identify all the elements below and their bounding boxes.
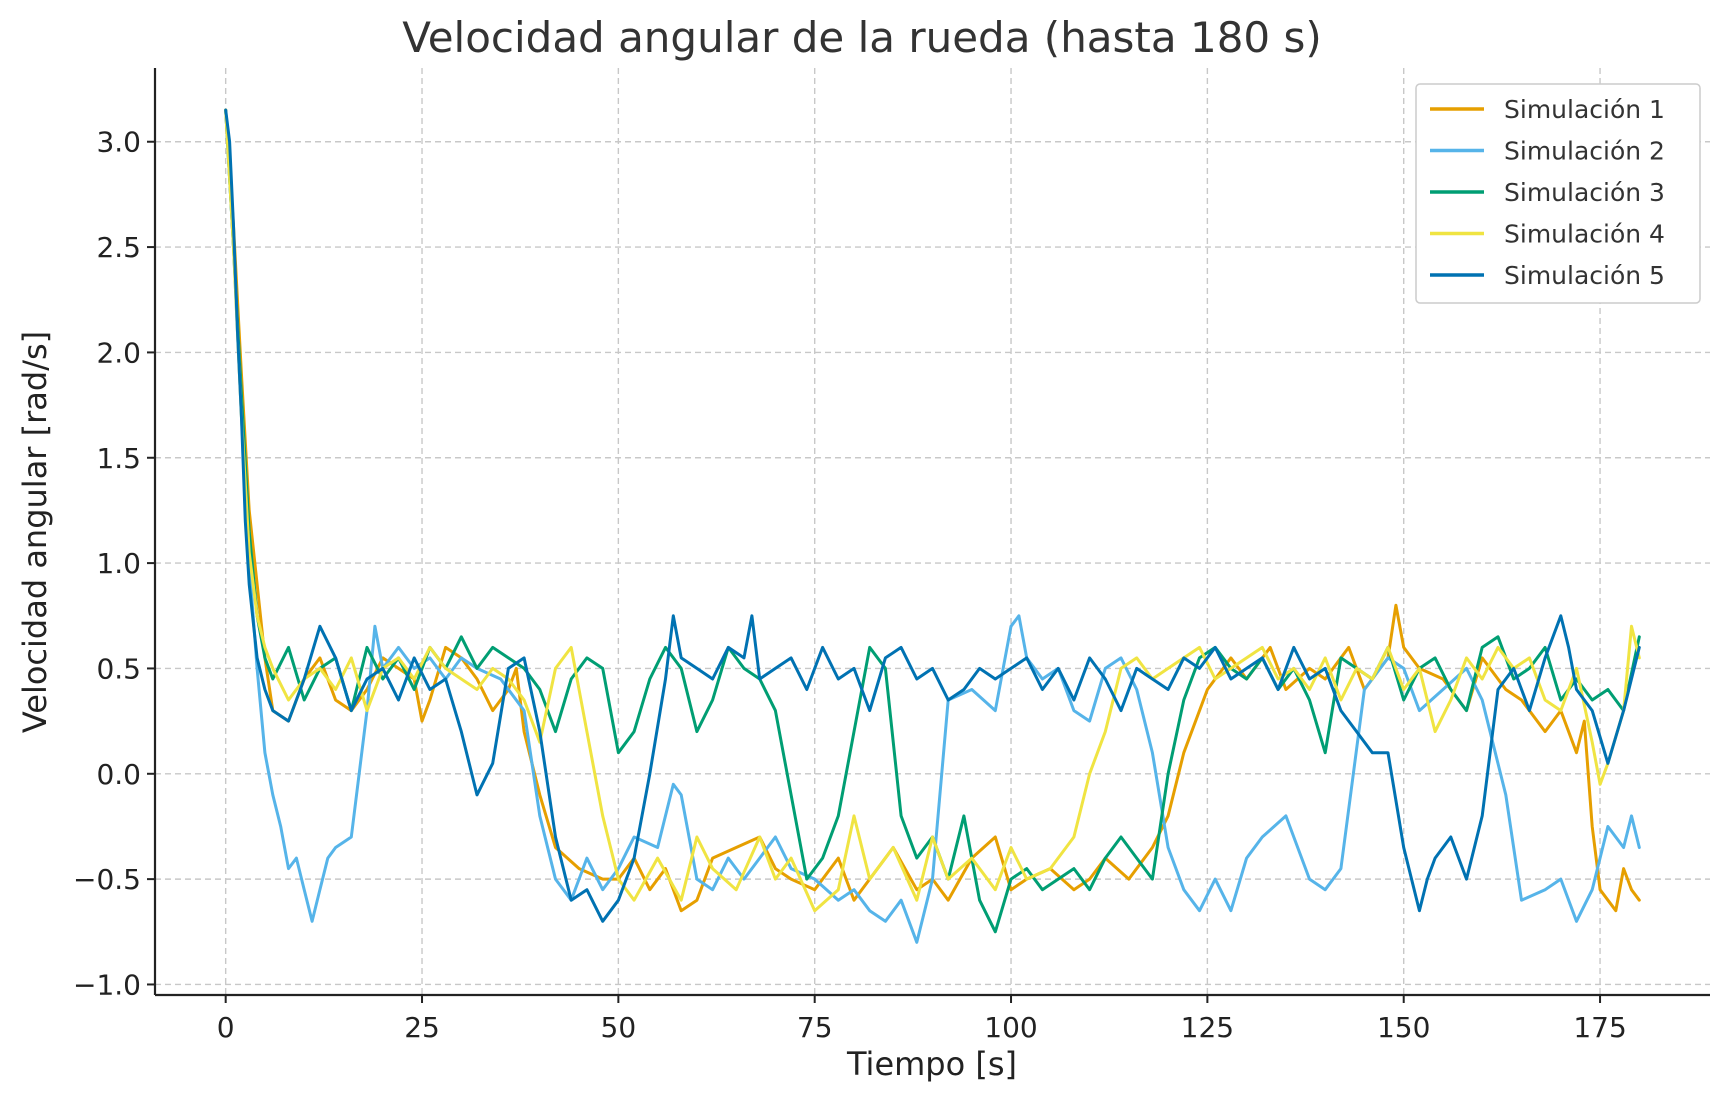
legend-label-3: Simulación 3 — [1504, 178, 1665, 207]
y-tick-label: −1.0 — [73, 968, 141, 1001]
x-tick-label: 25 — [404, 1011, 440, 1044]
y-tick-label: 0.5 — [96, 652, 141, 685]
y-tick-label: 0.0 — [96, 758, 141, 791]
x-axis-label: Tiempo [s] — [846, 1045, 1017, 1083]
series-line-4 — [224, 108, 1641, 913]
axes — [153, 68, 1710, 997]
y-tick-label: 2.5 — [96, 231, 141, 264]
legend-label-2: Simulación 2 — [1504, 137, 1665, 166]
x-tick-label: 125 — [1181, 1011, 1234, 1044]
x-tick-label: 75 — [797, 1011, 833, 1044]
series-line-5 — [224, 108, 1641, 923]
chart-title: Velocidad angular de la rueda (hasta 180… — [402, 13, 1322, 62]
y-tick-label: 3.0 — [96, 126, 141, 159]
legend-box — [1415, 83, 1701, 304]
x-tick-label: 0 — [217, 1011, 235, 1044]
series-lines — [224, 108, 1641, 944]
x-tick-label: 175 — [1573, 1011, 1626, 1044]
legend-label-4: Simulación 4 — [1504, 220, 1665, 249]
x-tick-label: 100 — [984, 1011, 1037, 1044]
x-tick-label: 150 — [1377, 1011, 1430, 1044]
legend-label-5: Simulación 5 — [1504, 261, 1665, 290]
x-tick-label: 50 — [601, 1011, 637, 1044]
y-tick-label: 1.5 — [96, 442, 141, 475]
y-tick-label: 1.0 — [96, 547, 141, 580]
series-line-3 — [224, 108, 1641, 934]
y-tick-label: 2.0 — [96, 336, 141, 369]
legend: Simulación 1 Simulación 2 Simulación 3 Simu… — [1415, 83, 1701, 304]
ticks: 0 25 50 75 100 125 150 175 −1.0 −0.5 0.0 0.5 1.0 1.5 2… — [73, 126, 1627, 1044]
y-tick-label: −0.5 — [73, 863, 141, 896]
y-axis-label: Velocidad angular [rad/s] — [16, 331, 54, 733]
legend-label-1: Simulación 1 — [1504, 95, 1665, 124]
